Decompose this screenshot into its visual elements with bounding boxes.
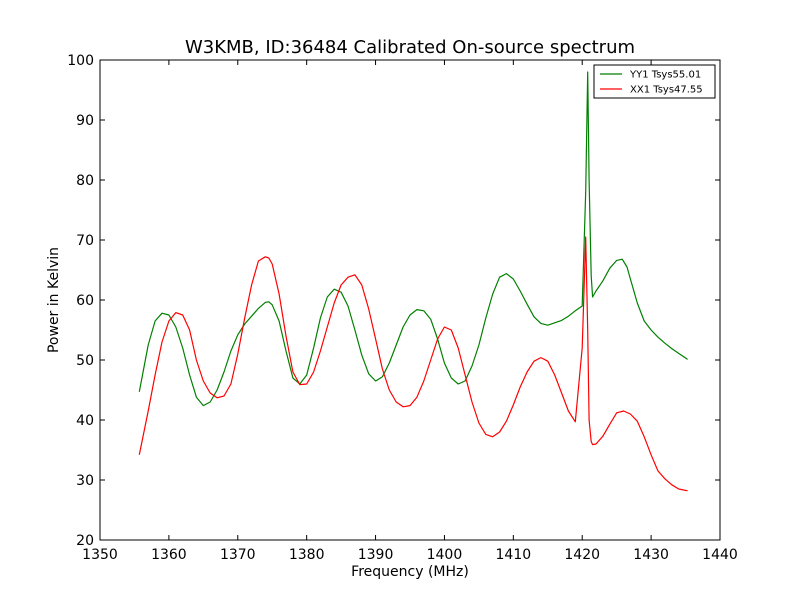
- plot-frame: [99, 59, 721, 541]
- legend-box: [593, 64, 716, 99]
- legend-label-yy1: YY1 Tsys55.01: [629, 70, 701, 81]
- y-tick-label: 80: [76, 173, 94, 189]
- y-tick-label: 100: [67, 53, 94, 69]
- ticks-layer: 1350 1360 1370 1380 1390 1400 1410 1420 1430 1440…: [67, 53, 738, 563]
- x-tick-label: 1420: [564, 547, 600, 563]
- x-axis-label: Frequency (MHz): [351, 564, 469, 580]
- chart-title: W3KMB, ID:36484 Calibrated On-source spe…: [185, 37, 635, 58]
- plot-area: [100, 60, 720, 540]
- x-tick-label: 1430: [633, 547, 669, 563]
- x-tick-label: 1370: [220, 547, 256, 563]
- y-axis-label: Power in Kelvin: [46, 247, 62, 353]
- x-tick-label: 1360: [151, 547, 187, 563]
- y-tick-label: 20: [76, 533, 94, 549]
- series-line-xx1: [138, 236, 688, 492]
- series-line-yy1: [138, 71, 688, 407]
- x-tick-label: 1440: [702, 547, 738, 563]
- x-tick-label: 1350: [82, 547, 118, 563]
- y-tick-label: 50: [76, 353, 94, 369]
- x-tick-label: 1400: [427, 547, 463, 563]
- x-tick-label: 1390: [358, 547, 394, 563]
- x-tick-label: 1410: [496, 547, 532, 563]
- legend: YY1 Tsys55.01 XX1 Tsys47.55: [593, 64, 716, 99]
- x-tick-label: 1380: [289, 547, 325, 563]
- legend-label-xx1: XX1 Tsys47.55: [630, 85, 703, 96]
- y-tick-label: 40: [76, 413, 94, 429]
- y-tick-label: 90: [76, 113, 94, 129]
- series-layer: [138, 71, 688, 492]
- y-tick-label: 70: [76, 233, 94, 249]
- y-tick-label: 60: [76, 293, 94, 309]
- y-tick-label: 30: [76, 473, 94, 489]
